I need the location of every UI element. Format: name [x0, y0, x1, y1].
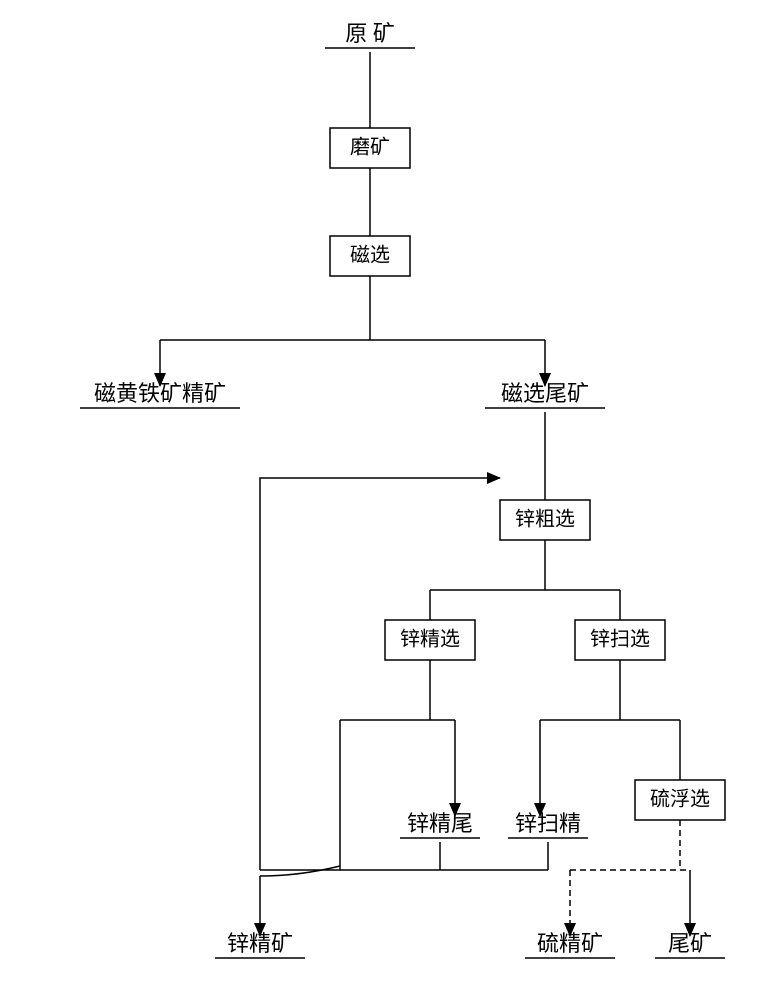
edge-mid-merge — [260, 842, 548, 870]
node-raw: 原 矿 — [325, 21, 415, 48]
node-zncleantail-label: 锌精尾 — [407, 811, 473, 836]
node-znscav: 锌扫选 — [575, 620, 665, 660]
node-znrough: 锌粗选 — [500, 500, 590, 540]
node-znscav-label: 锌扫选 — [590, 628, 650, 651]
node-magtail: 磁选尾矿 — [485, 381, 605, 408]
node-zncleantail: 锌精尾 — [400, 811, 480, 838]
edge-merge-curve — [260, 866, 340, 876]
edge-magsep-split — [160, 276, 545, 340]
node-sfloat: 硫浮选 — [635, 780, 725, 820]
flowchart-canvas: 原 矿磨矿磁选磁黄铁矿精矿 磁选尾矿锌粗选锌精选 锌扫选硫浮选锌精尾 锌扫精锌精矿 硫精… — [0, 0, 765, 1000]
node-grind-label: 磨矿 — [350, 136, 390, 159]
edge-znscav-down — [540, 660, 680, 720]
node-znconc: 锌精矿 — [215, 931, 305, 958]
node-znclean: 锌精选 — [385, 620, 475, 660]
node-pyrrhotite-label: 磁黄铁矿精矿 — [94, 381, 226, 406]
node-znclean-label: 锌精选 — [400, 628, 460, 651]
node-sconc: 硫精矿 — [525, 931, 615, 958]
node-sconc-label: 硫精矿 — [537, 931, 603, 956]
node-magsep-label: 磁选 — [350, 244, 390, 267]
node-pyrrhotite: 磁黄铁矿精矿 — [80, 381, 240, 408]
node-znrough-label: 锌粗选 — [515, 508, 575, 531]
node-tail: 尾矿 — [655, 931, 725, 958]
node-magtail-label: 磁选尾矿 — [501, 381, 589, 406]
node-raw-label: 原 矿 — [345, 21, 395, 46]
node-sfloat-label: 硫浮选 — [650, 788, 710, 811]
node-tail-label: 尾矿 — [668, 931, 712, 956]
node-znscavconc: 锌扫精 — [508, 811, 588, 838]
node-znscavconc-label: 锌扫精 — [515, 811, 581, 836]
edge-sfloat-split — [570, 820, 690, 870]
node-grind: 磨矿 — [330, 128, 410, 168]
edge-znrough-split — [430, 540, 620, 590]
edge-znclean-down — [340, 660, 455, 720]
node-znconc-label: 锌精矿 — [227, 931, 293, 956]
node-magsep: 磁选 — [330, 236, 410, 276]
